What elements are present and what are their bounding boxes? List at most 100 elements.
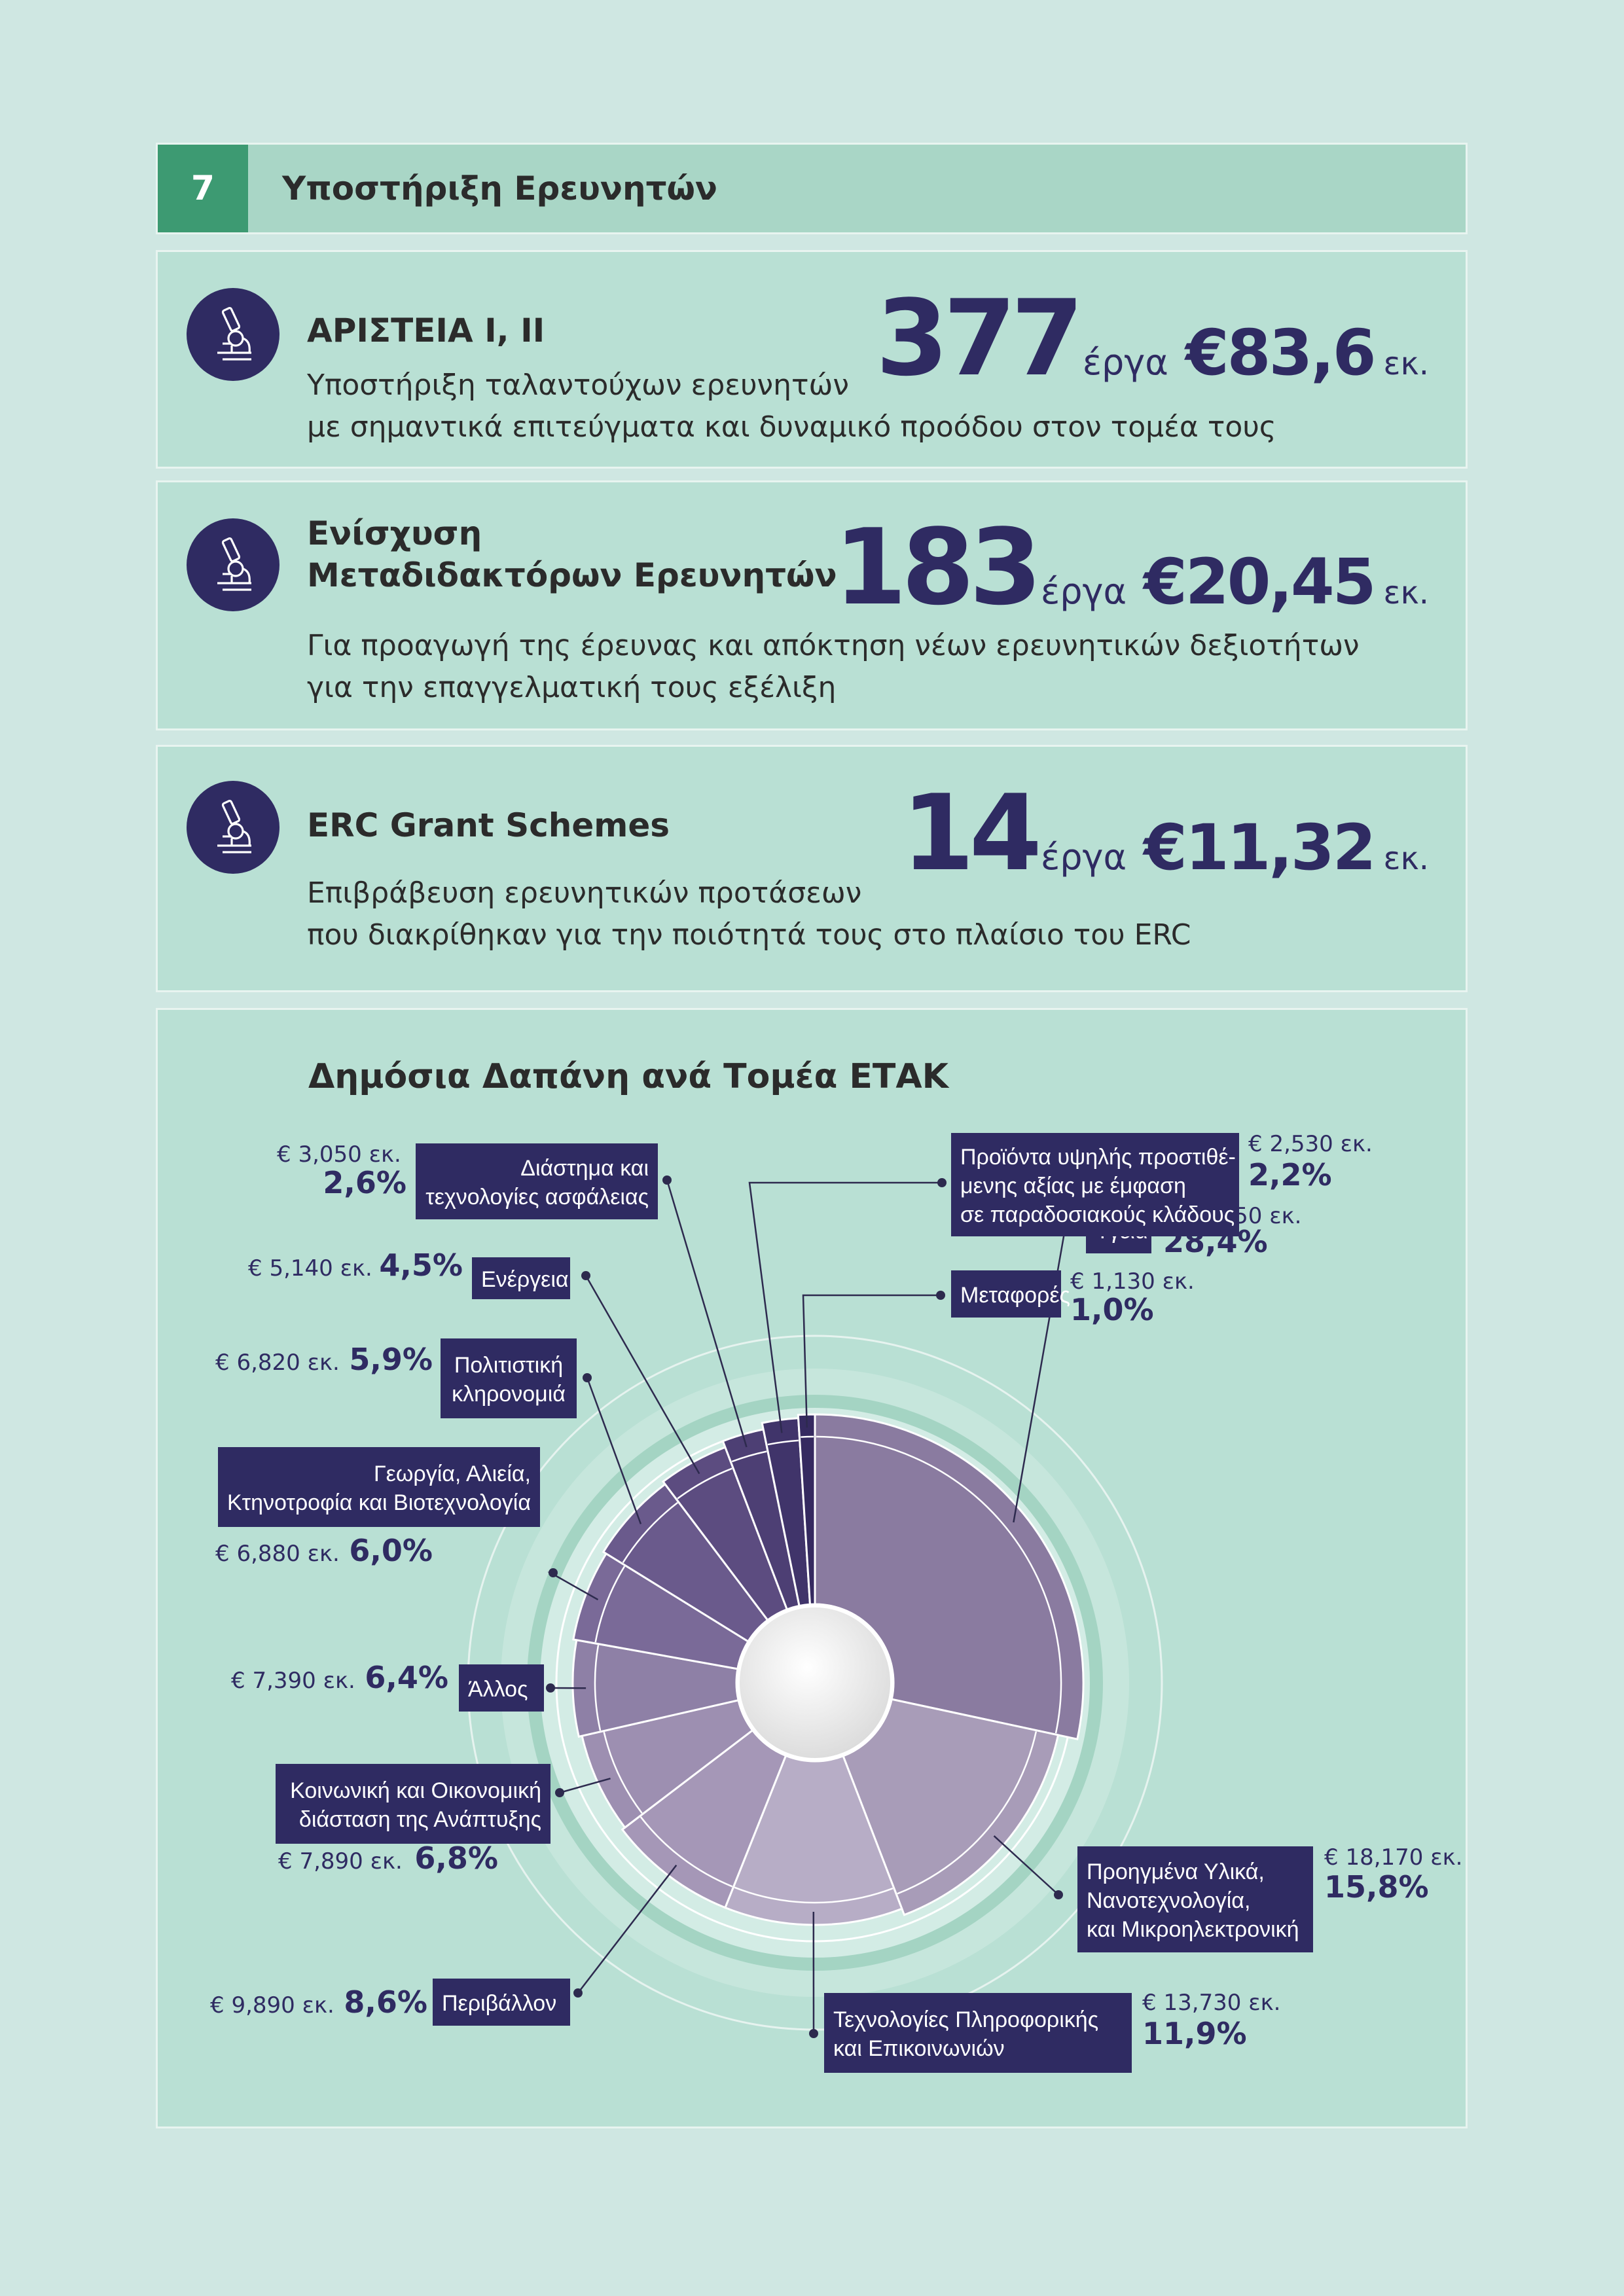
slice-percent: 6,4% [365,1660,448,1695]
leader-dot [555,1788,564,1797]
leader-line [586,1377,642,1524]
slice-amount: € 13,730 εκ. [1142,1990,1280,2016]
projects-unit: έργα [1041,571,1127,612]
slice-percent: 4,5% [379,1247,463,1283]
slice-label: Πολιτιστική [454,1353,563,1378]
description-line: Επιβράβευση ερευνητικών προτάσεων [307,876,862,910]
slice-label: μενης αξίας με έμφαση [960,1174,1186,1198]
chart-card: Δημόσια Δαπάνη ανά Τομέα ΕΤΑΚ Υγεία€ 32,… [156,1008,1468,2128]
slice-percent: 1,0% [1070,1292,1154,1327]
slice-percent: 6,0% [349,1533,433,1568]
slice-percent: 6,8% [414,1840,498,1876]
leader-line [748,1181,942,1433]
budget-unit: εκ. [1383,575,1430,611]
leader-line [993,1835,1059,1895]
slice-inner-arc [897,1731,1038,1895]
projects-count: 14 [901,772,1042,894]
slice-label: και Μικροηλεκτρονική [1087,1917,1299,1942]
label-box [951,1133,1239,1236]
leader-dot [1054,1890,1063,1899]
leader-line [559,1778,611,1794]
projects-unit: έργα [1041,836,1127,878]
budget-unit: εκ. [1383,840,1430,877]
slice-label: Τεχνολογίες Πληροφορικής [833,2007,1098,2032]
slice-label: και Επικοινωνιών [833,2036,1005,2061]
projects-count: 377 [875,277,1084,399]
leader-dot [937,1178,947,1187]
label-box [824,1993,1132,2073]
slice-amount: € 18,170 εκ. [1324,1844,1462,1871]
title-line: Μεταδιδακτόρων Ερευνητών [307,556,837,594]
description-line: για την επαγγελματική τους εξέλιξη [307,671,837,704]
slice-label: Προηγμένα Υλικά, [1087,1859,1265,1884]
description-line: Υποστήριξη ταλαντούχων ερευνητών [307,368,849,402]
projects-count: 183 [834,506,1042,628]
slice-percent: 2,2% [1248,1157,1332,1193]
slice-label: σε παραδοσιακούς κλάδους [960,1202,1235,1227]
pie-chart: Υγεία€ 32,750 εκ.28,4%Προηγμένα Υλικά,Να… [210,1131,1462,2073]
slice-label: Διάστημα και [520,1156,649,1181]
budget-amount: €20,45 [1144,545,1376,619]
slice-label: Ενέργεια [481,1267,569,1292]
card-title: ERC Grant Schemes [307,806,670,844]
label-box [951,1270,1061,1318]
section-title: Υποστήριξη Ερευνητών [282,170,717,207]
label-box [1077,1846,1313,1952]
description-line: που διακρίθηκαν για την ποιότητά τους στ… [307,918,1191,952]
card-stats: 14 έργα €11,32 εκ. [901,781,1429,886]
leader-dot [662,1175,672,1185]
card-aristeia: ΑΡΙΣΤΕΙΑ Ι, ΙΙ 377 έργα €83,6 εκ. Υποστή… [156,250,1468,469]
card-title: ΑΡΙΣΤΕΙΑ Ι, ΙΙ [307,312,545,350]
card-stats: 183 έργα €20,45 εκ. [834,515,1429,620]
title-line: Ενίσχυση [307,514,482,552]
budget-amount: €11,32 [1144,811,1376,884]
slice-label: Προϊόντα υψηλής προστιθέ- [960,1145,1236,1170]
slice-amount: € 9,890 εκ. [210,1992,334,2018]
slice-amount: € 6,880 εκ. [215,1541,340,1567]
microscope-icon [187,518,280,611]
label-box [416,1143,658,1219]
leader-dot [581,1271,590,1280]
slice-label: κληρονομιά [452,1382,566,1407]
slice-label: Κτηνοτροφία και Βιοτεχνολογία [227,1490,531,1515]
slice-percent: 2,6% [323,1165,406,1200]
slice-label: Περιβάλλον [442,1991,556,2016]
slice-label: Μεταφορές [960,1283,1070,1308]
slice-amount: € 2,530 εκ. [1248,1131,1373,1157]
slice-amount: € 1,130 εκ. [1070,1268,1195,1295]
leader-line [577,1864,677,1994]
slice-inner-arc [594,1566,626,1643]
slice-label: Γεωργία, Αλιεία, [374,1462,531,1486]
budget-unit: εκ. [1383,346,1430,382]
label-box [218,1447,540,1527]
slice-label: Άλλος [468,1677,528,1702]
slice-inner-arc [767,1439,799,1446]
slice-inner-arc [594,1645,602,1731]
slice-label: τεχνολογίες ασφάλειας [425,1185,649,1210]
label-box [276,1764,550,1844]
slice-percent: 5,9% [349,1342,433,1377]
card-title: Ενίσχυση Μεταδιδακτόρων Ερευνητών [307,512,837,596]
card-postdoc: Ενίσχυση Μεταδιδακτόρων Ερευνητών 183 έρ… [156,480,1468,730]
slice-amount: € 3,050 εκ. [277,1141,401,1168]
leader-dot [549,1568,558,1577]
slice-amount: € 5,140 εκ. [248,1255,372,1282]
label-box [459,1664,544,1712]
leader-dot [809,2029,818,2038]
label-box [433,1979,570,2026]
leader-line [802,1294,941,1428]
section-number: 7 [158,145,248,232]
slice-inner-arc [816,1435,1062,1734]
slice-amount: € 7,390 εκ. [231,1668,355,1694]
slice-label: Νανοτεχνολογία, [1087,1888,1250,1913]
slice-percent: 8,6% [344,1984,427,2020]
leader-line [585,1275,700,1475]
slice-amount: € 7,890 εκ. [278,1848,403,1874]
leader-line [666,1179,748,1448]
microscope-icon [187,288,280,381]
chart-center-hub [736,1604,894,1762]
slice-inner-arc [603,1732,643,1814]
slice-percent: 11,9% [1142,2016,1247,2051]
slice-label: Κοινωνική και Οικονομική [290,1778,541,1803]
slice-inner-arc [677,1467,732,1499]
